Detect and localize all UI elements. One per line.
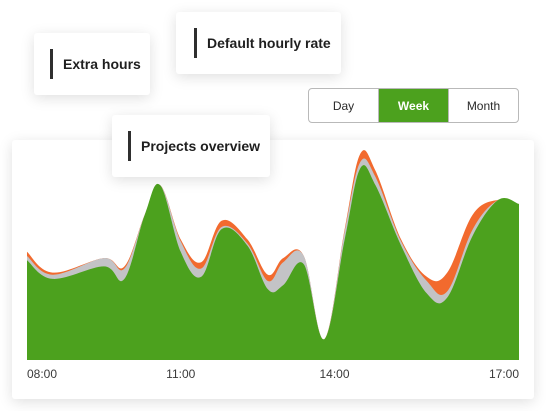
range-week-button[interactable]: Week xyxy=(378,89,448,122)
label-accent-bar xyxy=(128,131,131,161)
range-month-button[interactable]: Month xyxy=(448,89,518,122)
projects-area-chart: 08:00 11:00 14:00 17:00 xyxy=(27,150,519,381)
default-hourly-rate-card: Default hourly rate xyxy=(176,12,341,74)
projects-chart-card: 08:00 11:00 14:00 17:00 xyxy=(12,140,534,399)
range-day-button[interactable]: Day xyxy=(332,98,355,113)
projects-overview-label: Projects overview xyxy=(141,138,261,154)
x-tick-label: 17:00 xyxy=(489,367,519,381)
extra-hours-card: Extra hours xyxy=(34,33,150,95)
x-tick-label: 08:00 xyxy=(27,367,57,381)
time-range-selector: Day Week Month xyxy=(308,88,519,123)
label-accent-bar xyxy=(50,49,53,79)
label-accent-bar xyxy=(194,28,197,58)
projects-overview-card: Projects overview xyxy=(112,115,270,177)
worked-hours-area xyxy=(27,165,519,360)
x-tick-label: 11:00 xyxy=(166,367,195,381)
x-tick-label: 14:00 xyxy=(319,367,349,381)
default-hourly-rate-label: Default hourly rate xyxy=(207,35,331,51)
extra-hours-label: Extra hours xyxy=(63,56,141,72)
